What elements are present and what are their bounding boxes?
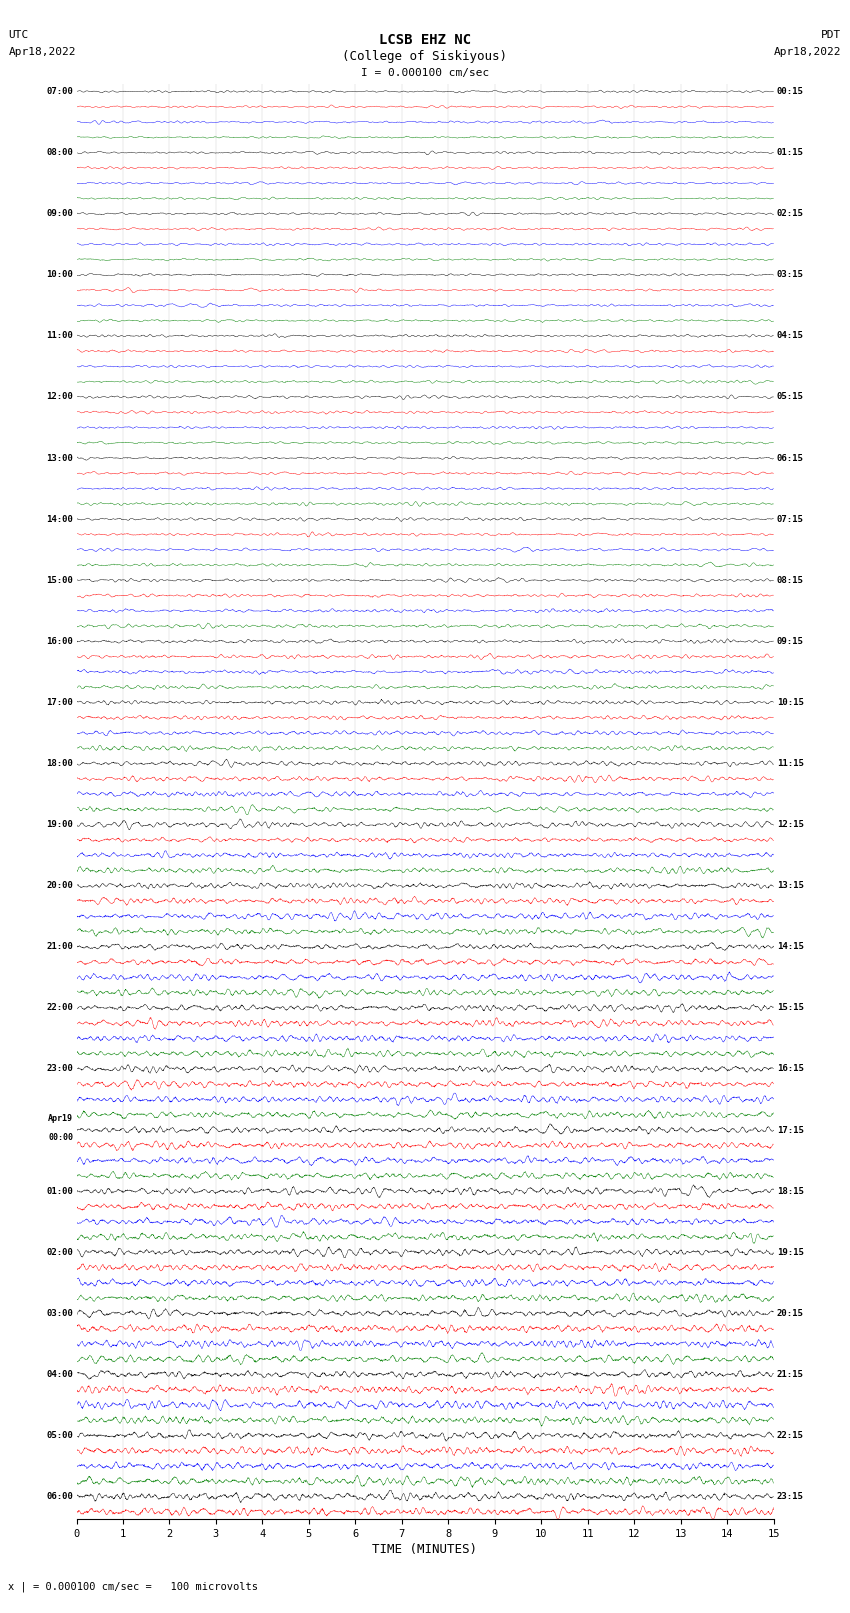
Text: 08:15: 08:15 [777, 576, 804, 586]
Text: 04:00: 04:00 [46, 1369, 73, 1379]
Text: 07:00: 07:00 [46, 87, 73, 97]
Text: 11:00: 11:00 [46, 331, 73, 340]
Text: 22:00: 22:00 [46, 1003, 73, 1013]
Text: (College of Siskiyous): (College of Siskiyous) [343, 50, 507, 63]
Text: 19:00: 19:00 [46, 819, 73, 829]
Text: 14:15: 14:15 [777, 942, 804, 952]
Text: LCSB EHZ NC: LCSB EHZ NC [379, 34, 471, 47]
Text: 16:00: 16:00 [46, 637, 73, 645]
Text: 16:15: 16:15 [777, 1065, 804, 1073]
Text: 10:00: 10:00 [46, 271, 73, 279]
Text: 11:15: 11:15 [777, 760, 804, 768]
Text: 09:00: 09:00 [46, 210, 73, 218]
Text: x | = 0.000100 cm/sec =   100 microvolts: x | = 0.000100 cm/sec = 100 microvolts [8, 1582, 258, 1592]
Text: I = 0.000100 cm/sec: I = 0.000100 cm/sec [361, 68, 489, 77]
Text: 15:15: 15:15 [777, 1003, 804, 1013]
Text: 06:15: 06:15 [777, 453, 804, 463]
Text: 18:00: 18:00 [46, 760, 73, 768]
Text: UTC: UTC [8, 31, 29, 40]
Text: 23:15: 23:15 [777, 1492, 804, 1502]
Text: 17:15: 17:15 [777, 1126, 804, 1134]
Text: 05:00: 05:00 [46, 1431, 73, 1440]
Text: 02:15: 02:15 [777, 210, 804, 218]
Text: 03:15: 03:15 [777, 271, 804, 279]
Text: 09:15: 09:15 [777, 637, 804, 645]
Text: PDT: PDT [821, 31, 842, 40]
Text: 12:00: 12:00 [46, 392, 73, 402]
Text: Apr18,2022: Apr18,2022 [774, 47, 842, 56]
Text: 08:00: 08:00 [46, 148, 73, 156]
X-axis label: TIME (MINUTES): TIME (MINUTES) [372, 1544, 478, 1557]
Text: 00:00: 00:00 [48, 1132, 73, 1142]
Text: 03:00: 03:00 [46, 1308, 73, 1318]
Text: 20:00: 20:00 [46, 881, 73, 890]
Text: Apr18,2022: Apr18,2022 [8, 47, 76, 56]
Text: 18:15: 18:15 [777, 1187, 804, 1195]
Text: 21:15: 21:15 [777, 1369, 804, 1379]
Text: 12:15: 12:15 [777, 819, 804, 829]
Text: 13:00: 13:00 [46, 453, 73, 463]
Text: 14:00: 14:00 [46, 515, 73, 524]
Text: 01:15: 01:15 [777, 148, 804, 156]
Text: 10:15: 10:15 [777, 698, 804, 706]
Text: 17:00: 17:00 [46, 698, 73, 706]
Text: 20:15: 20:15 [777, 1308, 804, 1318]
Text: 19:15: 19:15 [777, 1248, 804, 1257]
Text: 06:00: 06:00 [46, 1492, 73, 1502]
Text: 07:15: 07:15 [777, 515, 804, 524]
Text: 04:15: 04:15 [777, 331, 804, 340]
Text: 00:15: 00:15 [777, 87, 804, 97]
Text: 22:15: 22:15 [777, 1431, 804, 1440]
Text: 23:00: 23:00 [46, 1065, 73, 1073]
Text: 01:00: 01:00 [46, 1187, 73, 1195]
Text: 13:15: 13:15 [777, 881, 804, 890]
Text: 02:00: 02:00 [46, 1248, 73, 1257]
Text: 15:00: 15:00 [46, 576, 73, 586]
Text: 05:15: 05:15 [777, 392, 804, 402]
Text: 21:00: 21:00 [46, 942, 73, 952]
Text: Apr19: Apr19 [48, 1115, 73, 1123]
